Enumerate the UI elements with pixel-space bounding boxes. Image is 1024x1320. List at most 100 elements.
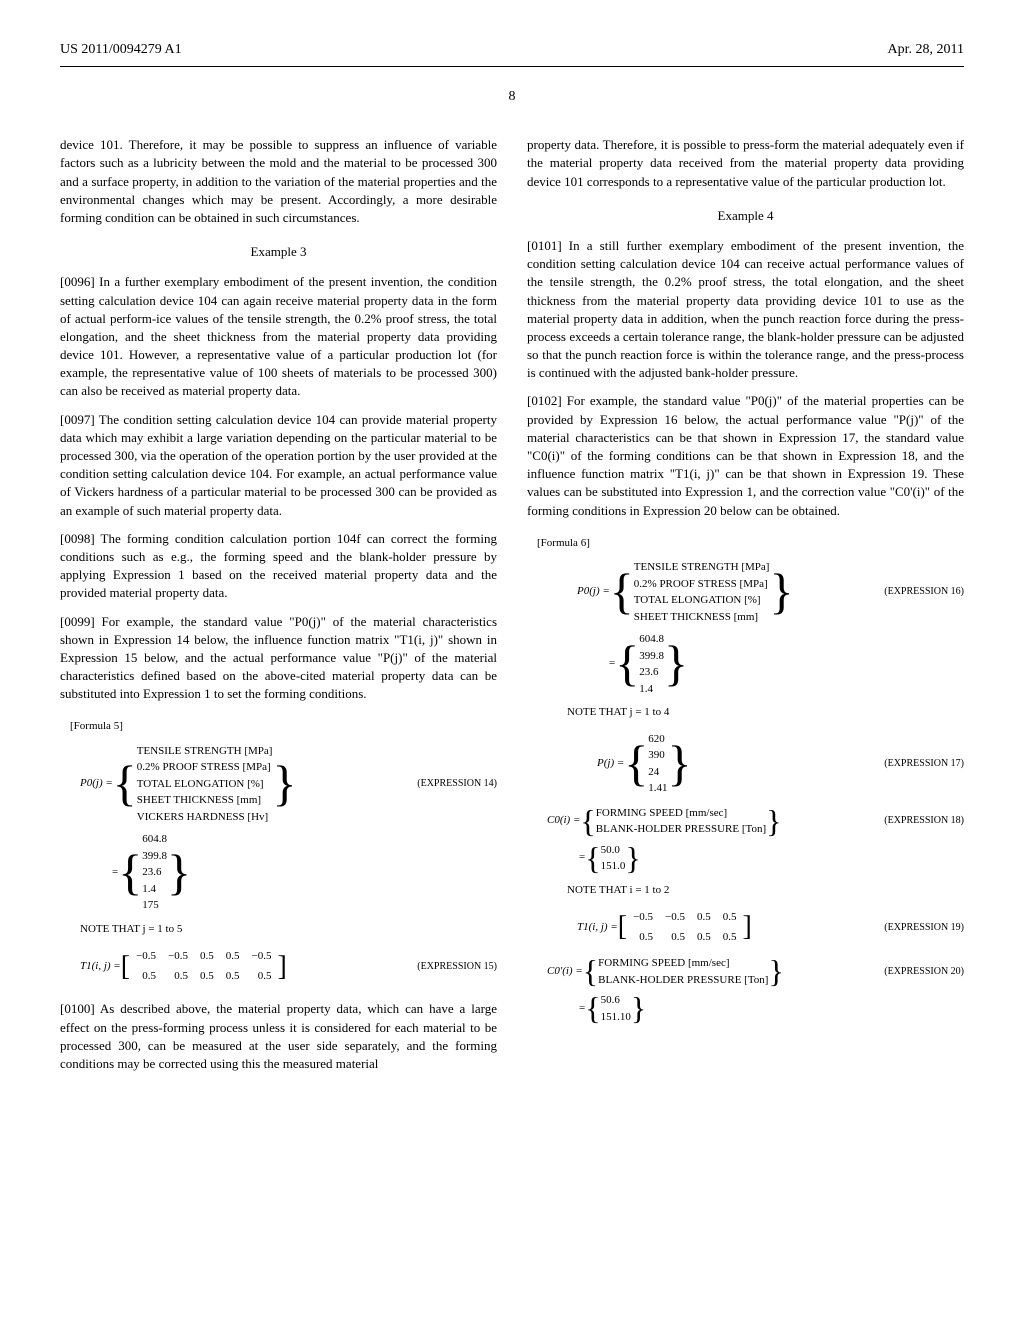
- left-brace-icon: {: [624, 750, 648, 778]
- right-brace-icon: }: [272, 770, 296, 798]
- para-num-0099: [0099]: [60, 614, 95, 629]
- example-3-heading: Example 3: [60, 243, 497, 261]
- expression-19: T1(i, j) = [ −0.5 −0.5 0.5 0.5 0.5 0.5 0…: [547, 908, 964, 947]
- expr18-val-0: 50.0: [601, 842, 626, 859]
- expr16-val-3: 1.4: [639, 681, 664, 698]
- expr18-item-0: FORMING SPEED [mm/sec]: [596, 805, 766, 822]
- paragraph-continued: device 101. Therefore, it may be possibl…: [60, 136, 497, 227]
- para-num-0102: [0102]: [527, 393, 562, 408]
- expression-20: C0'(i) = { FORMING SPEED [mm/sec] BLANK-…: [547, 955, 964, 1025]
- left-brace-icon: {: [615, 650, 639, 678]
- expr16-item-3: SHEET THICKNESS [mm]: [634, 609, 770, 626]
- expr18-lhs: C0(i) =: [547, 812, 580, 830]
- expression-18: C0(i) = { FORMING SPEED [mm/sec] BLANK-H…: [547, 805, 964, 875]
- right-brace-icon: }: [631, 997, 646, 1019]
- expr14-val-2: 23.6: [142, 864, 167, 881]
- expr15-lhs: T1(i, j) =: [80, 958, 121, 976]
- page-number: 8: [60, 87, 964, 107]
- expr15-label: (EXPRESSION 15): [387, 959, 497, 975]
- patent-number: US 2011/0094279 A1: [60, 40, 182, 60]
- expr18-item-1: BLANK-HOLDER PRESSURE [Ton]: [596, 821, 766, 838]
- right-brace-icon: }: [769, 578, 793, 606]
- expression-15: T1(i, j) = [ −0.5 −0.5 0.5 0.5 −0.5 0.5 …: [80, 947, 497, 986]
- para-num-0097: [0097]: [60, 412, 95, 427]
- paragraph-continued-right: property data. Therefore, it is possible…: [527, 136, 964, 191]
- left-bracket-icon: [: [618, 916, 627, 938]
- para-num-0098: [0098]: [60, 531, 95, 546]
- expr14-lhs: P0(j) =: [80, 775, 113, 793]
- expr14-label: (EXPRESSION 14): [387, 776, 497, 792]
- paragraph-0102: [0102] For example, the standard value "…: [527, 392, 964, 519]
- expr16-val-0: 604.8: [639, 631, 664, 648]
- expr14-item-3: SHEET THICKNESS [mm]: [137, 792, 273, 809]
- expr17-val-1: 390: [648, 747, 667, 764]
- expression-16: P0(j) = { TENSILE STRENGTH [MPa] 0.2% PR…: [547, 559, 964, 697]
- paragraph-0099: [0099] For example, the standard value "…: [60, 613, 497, 704]
- content-columns: device 101. Therefore, it may be possibl…: [60, 136, 964, 1083]
- expr16-val-2: 23.6: [639, 664, 664, 681]
- expr17-val-2: 24: [648, 764, 667, 781]
- paragraph-0096: [0096] In a further exemplary embodiment…: [60, 273, 497, 400]
- expr18-label: (EXPRESSION 18): [854, 813, 964, 829]
- para-text-0096: In a further exemplary embodiment of the…: [60, 274, 497, 398]
- para-num-0096: [0096]: [60, 274, 95, 289]
- para-text-0099: For example, the standard value "P0(j)" …: [60, 614, 497, 702]
- paragraph-0101: [0101] In a still further exemplary embo…: [527, 237, 964, 383]
- right-brace-icon: }: [766, 810, 781, 832]
- expr20-item-1: BLANK-HOLDER PRESSURE [Ton]: [598, 972, 768, 989]
- patent-date: Apr. 28, 2011: [888, 40, 964, 60]
- expression-17: P(j) = { 620 390 24 1.41 } (EXPRESSION 1…: [547, 731, 964, 797]
- para-text-0098: The forming condition calculation portio…: [60, 531, 497, 601]
- para-text-0102: For example, the standard value "P0(j)" …: [527, 393, 964, 517]
- expr14-item-1: 0.2% PROOF STRESS [MPa]: [137, 759, 273, 776]
- expr14-val-0: 604.8: [142, 831, 167, 848]
- formula-6-label: [Formula 6]: [537, 536, 964, 551]
- expr17-lhs: P(j) =: [597, 755, 624, 773]
- expr19-lhs: T1(i, j) =: [577, 919, 618, 937]
- expr16-item-1: 0.2% PROOF STRESS [MPa]: [634, 576, 770, 593]
- right-brace-icon: }: [768, 960, 783, 982]
- paragraph-0100: [0100] As described above, the material …: [60, 1000, 497, 1073]
- expr16-item-2: TOTAL ELONGATION [%]: [634, 592, 770, 609]
- expr17-val-3: 1.41: [648, 780, 667, 797]
- note-j4: NOTE THAT j = 1 to 4: [567, 705, 964, 720]
- right-brace-icon: }: [167, 859, 191, 887]
- right-brace-icon: }: [625, 847, 640, 869]
- para-num-0101: [0101]: [527, 238, 562, 253]
- paragraph-0098: [0098] The forming condition calculation…: [60, 530, 497, 603]
- expr17-label: (EXPRESSION 17): [854, 756, 964, 772]
- para-text-0097: The condition setting calculation device…: [60, 412, 497, 518]
- left-brace-icon: {: [610, 578, 634, 606]
- left-brace-icon: {: [580, 810, 595, 832]
- para-text-0100: As described above, the material propert…: [60, 1001, 497, 1071]
- right-brace-icon: }: [664, 650, 688, 678]
- expr18-val-1: 151.0: [601, 858, 626, 875]
- expression-14: P0(j) = { TENSILE STRENGTH [MPa] 0.2% PR…: [80, 743, 497, 914]
- expr20-label: (EXPRESSION 20): [854, 964, 964, 980]
- para-num-0100: [0100]: [60, 1001, 95, 1016]
- expr14-item-4: VICKERS HARDNESS [Hv]: [137, 809, 273, 826]
- expr16-lhs: P0(j) =: [577, 583, 610, 601]
- expr14-val-1: 399.8: [142, 848, 167, 865]
- note-i2: NOTE THAT i = 1 to 2: [567, 883, 964, 898]
- expr17-val-0: 620: [648, 731, 667, 748]
- expr20-lhs: C0'(i) =: [547, 963, 583, 981]
- note-j5: NOTE THAT j = 1 to 5: [80, 922, 497, 937]
- expr19-matrix: −0.5 −0.5 0.5 0.5 0.5 0.5 0.5 0.5: [627, 908, 742, 947]
- left-brace-icon: {: [113, 770, 137, 798]
- para-text-0101: In a still further exemplary embodiment …: [527, 238, 964, 380]
- paragraph-0097: [0097] The condition setting calculation…: [60, 411, 497, 520]
- expr14-val-4: 175: [142, 897, 167, 914]
- expr19-label: (EXPRESSION 19): [854, 920, 964, 936]
- example-4-heading: Example 4: [527, 207, 964, 225]
- left-brace-icon: {: [585, 847, 600, 869]
- expr16-val-1: 399.8: [639, 648, 664, 665]
- page-header: US 2011/0094279 A1 Apr. 28, 2011: [60, 40, 964, 67]
- expr14-val-3: 1.4: [142, 881, 167, 898]
- expr20-val-0: 50.6: [601, 992, 631, 1009]
- left-bracket-icon: [: [121, 956, 130, 978]
- left-column: device 101. Therefore, it may be possibl…: [60, 136, 497, 1083]
- expr20-item-0: FORMING SPEED [mm/sec]: [598, 955, 768, 972]
- left-brace-icon: {: [585, 997, 600, 1019]
- formula-5-label: [Formula 5]: [70, 719, 497, 734]
